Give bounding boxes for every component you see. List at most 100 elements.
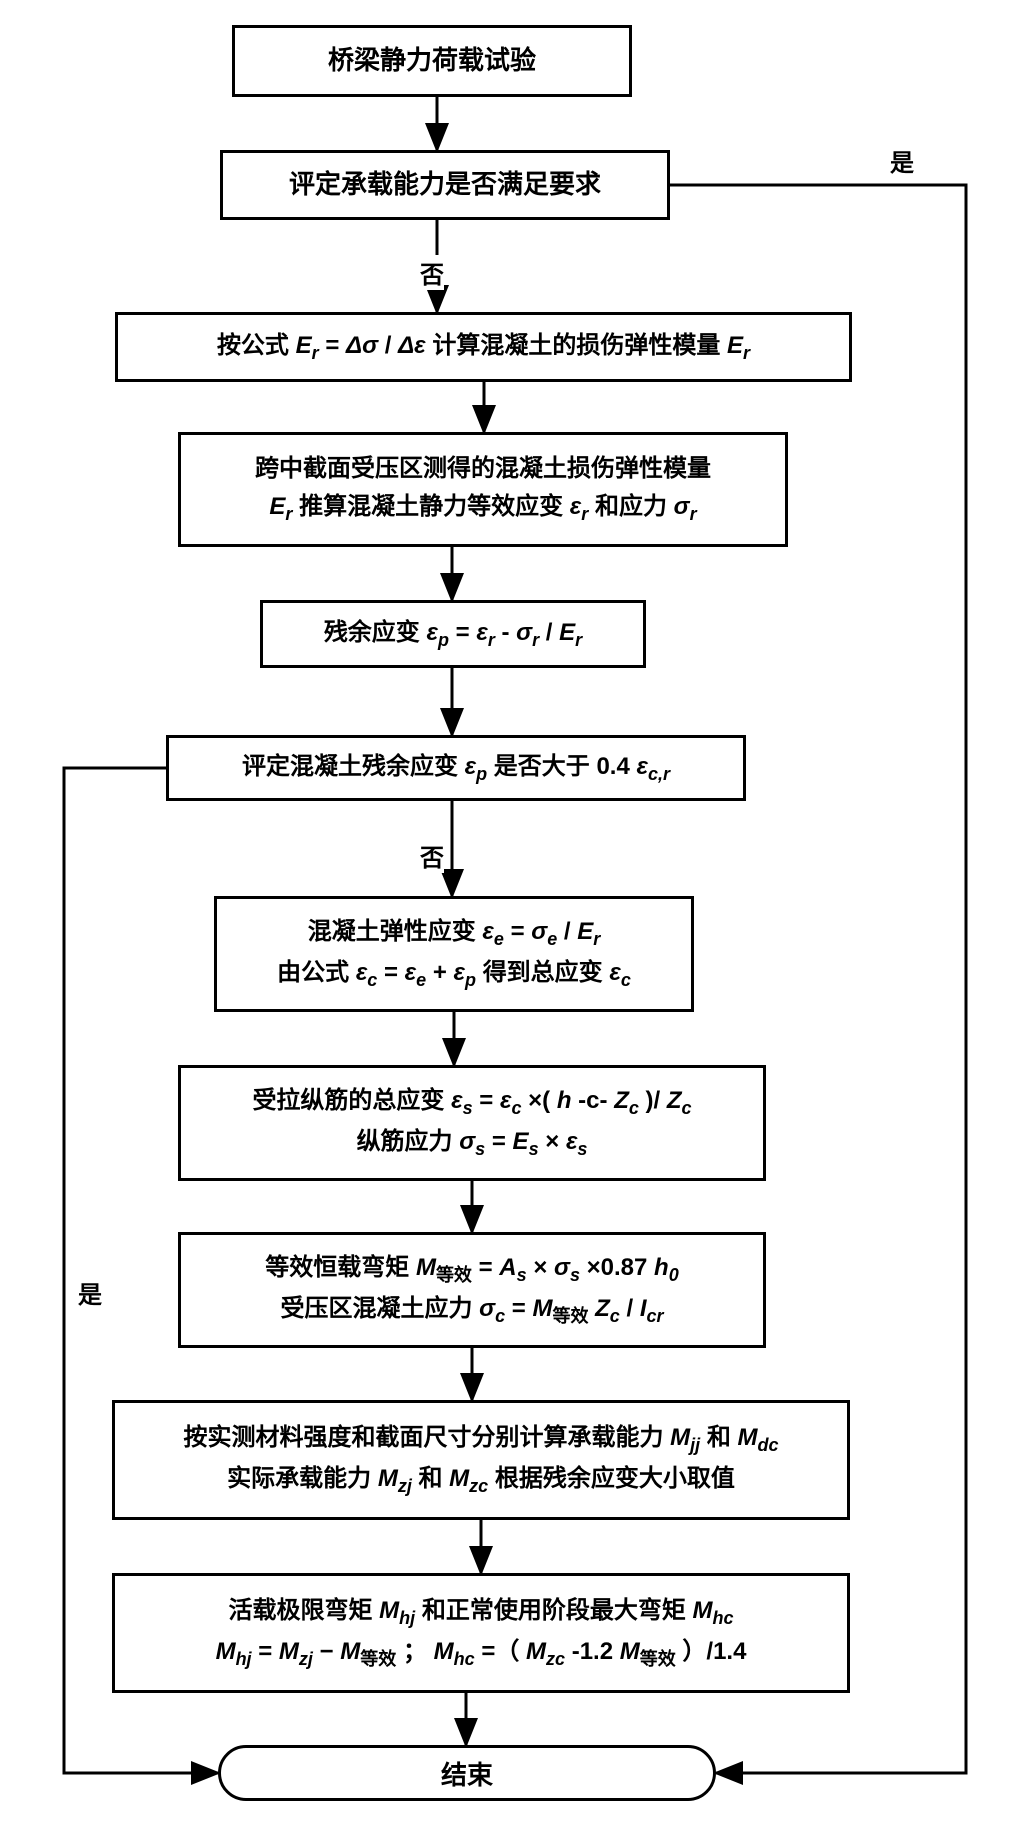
n11-Mzj: M xyxy=(279,1638,299,1665)
edge-label-no-top: 否 xyxy=(420,255,444,290)
n7-Er3-sub: r xyxy=(593,929,600,949)
n5-Er2: E xyxy=(559,619,575,646)
n7-ec: ε xyxy=(356,959,367,986)
n4-Er: E xyxy=(269,493,285,520)
n10-Mjj-sub: jj xyxy=(690,1435,700,1455)
n9-l2-text: 受压区混凝土应力 xyxy=(280,1295,472,1322)
n8-Zc: Z xyxy=(614,1087,629,1114)
n5-sr: σ xyxy=(516,619,532,646)
n7-ec2-sub: c xyxy=(621,970,631,990)
n8-close: )/ xyxy=(646,1087,667,1114)
n8-Zc-sub: c xyxy=(629,1098,639,1118)
n11-Mdx2: M xyxy=(620,1638,640,1665)
n5-div: / xyxy=(546,619,553,646)
node-calc-capacity: 按实测材料强度和截面尺寸分别计算承载能力 Mjj 和 Mdc 实际承载能力 Mz… xyxy=(112,1400,850,1520)
n10-Mzj-sub: zj xyxy=(398,1476,412,1496)
edge-label-no-mid: 否 xyxy=(420,838,444,873)
n8-ss-sub: s xyxy=(475,1139,485,1159)
n7-l1-eq: = xyxy=(511,918,525,945)
n11-Mhc-sub: hc xyxy=(713,1608,734,1628)
n6-ecr-sub: c,r xyxy=(648,764,670,784)
n5-ep: ε xyxy=(426,619,437,646)
n4-mid2: 和应力 xyxy=(595,493,667,520)
n5-eq: = xyxy=(456,619,470,646)
n9-l1-eq: = xyxy=(479,1254,493,1281)
n5-sr-sub: r xyxy=(532,630,539,650)
n8-times: ×( xyxy=(528,1087,550,1114)
n9-div: / xyxy=(626,1295,633,1322)
n9-sc-sub: c xyxy=(495,1306,505,1326)
n11-Mdx2-sub: 等效 xyxy=(640,1649,676,1669)
n9-Zc: Z xyxy=(595,1295,610,1322)
n11-Mhj2: M xyxy=(216,1638,236,1665)
n11-Mdx-sub: 等效 xyxy=(360,1649,396,1669)
node-live-load-moment: 活载极限弯矩 Mhj 和正常使用阶段最大弯矩 Mhc Mhj = Mzj − M… xyxy=(112,1573,850,1693)
n4-mid: 推算混凝土静力等效应变 xyxy=(299,493,563,520)
n6-text-a: 评定混凝土残余应变 xyxy=(242,753,458,780)
n10-l2-text-a: 实际承载能力 xyxy=(227,1465,371,1492)
n3-Er-a-sub: r xyxy=(312,343,319,363)
n9-Zc-sub: c xyxy=(610,1306,620,1326)
n9-l1-text: 等效恒载弯矩 xyxy=(265,1254,409,1281)
n3-text-a: 按公式 xyxy=(217,332,289,359)
n8-ec-sub: c xyxy=(511,1098,521,1118)
n11-Mzj-sub: zj xyxy=(299,1649,313,1669)
n6-text-b: 是否大于 0.4 xyxy=(494,753,630,780)
n9-h0: h xyxy=(654,1254,669,1281)
node-end: 结束 xyxy=(218,1745,716,1801)
n5-er: ε xyxy=(476,619,487,646)
n9-sc: σ xyxy=(479,1295,495,1322)
n3-Er-d-sub: r xyxy=(743,343,750,363)
n3-Er-d: E xyxy=(727,332,743,359)
n7-ee-sub: e xyxy=(494,929,504,949)
n11-Mzc-sub: zc xyxy=(546,1649,565,1669)
n4-epsr: ε xyxy=(570,493,581,520)
n9-ss: σ xyxy=(554,1254,570,1281)
n6-ep-sub: p xyxy=(476,764,487,784)
n8-l1-text: 受拉纵筋的总应变 xyxy=(252,1087,444,1114)
n4-sigr: σ xyxy=(674,493,690,520)
n7-plus: + xyxy=(433,959,447,986)
node-midspan-er: 跨中截面受压区测得的混凝土损伤弹性模量 Er 推算混凝土静力等效应变 εr 和应… xyxy=(178,432,788,547)
n11-eq1: = xyxy=(258,1638,272,1665)
node-elastic-strain: 混凝土弹性应变 εe = σe / Er 由公式 εc = εe + εp 得到… xyxy=(214,896,694,1012)
n9-ss-sub: s xyxy=(570,1265,580,1285)
n9-As-sub: s xyxy=(517,1265,527,1285)
node-residual-strain: 残余应变 εp = εr - σr / Er xyxy=(260,600,646,668)
n8-ec: ε xyxy=(500,1087,511,1114)
n10-Mjj: M xyxy=(670,1424,690,1451)
n7-ee: ε xyxy=(482,918,493,945)
n3-eq: = xyxy=(325,332,346,359)
n7-ec-sub: c xyxy=(367,970,377,990)
n9-M2-sub: 等效 xyxy=(552,1306,588,1326)
n11-Mhc2: M xyxy=(434,1638,454,1665)
n3-deps: Δε xyxy=(398,332,426,359)
n10-l1-text: 按实测材料强度和截面尺寸分别计算承载能力 xyxy=(183,1424,663,1451)
n10-and2: 和 xyxy=(419,1465,443,1492)
n11-Mhj: M xyxy=(379,1597,399,1624)
n9-h0-sub: 0 xyxy=(669,1265,679,1285)
n11-Mzc: M xyxy=(526,1638,546,1665)
n9-M: M xyxy=(416,1254,436,1281)
node-start: 桥梁静力荷载试验 xyxy=(232,25,632,97)
n7-l2-text-a: 由公式 xyxy=(277,959,349,986)
n3-div: / xyxy=(385,332,398,359)
n11-Mhj-sub: hj xyxy=(399,1608,415,1628)
n4-line1: 跨中截面受压区测得的混凝土损伤弹性模量 xyxy=(255,450,711,488)
n11-l1-text-a: 活载极限弯矩 xyxy=(228,1597,372,1624)
n11-sep: ； xyxy=(403,1638,434,1665)
n7-ep2: ε xyxy=(454,959,465,986)
node-decision-capacity: 评定承载能力是否满足要求 xyxy=(220,150,670,220)
n7-Er3: E xyxy=(577,918,593,945)
n9-t1: × xyxy=(533,1254,547,1281)
n7-ee2-sub: e xyxy=(416,970,426,990)
n3-Er-a: E xyxy=(296,332,312,359)
n8-es: ε xyxy=(451,1087,462,1114)
n11-l1-mid: 和正常使用阶段最大弯矩 xyxy=(422,1597,686,1624)
n11-Mhj2-sub: hj xyxy=(236,1649,252,1669)
n8-l2-times: × xyxy=(545,1128,559,1155)
n8-Zc2: Z xyxy=(667,1087,682,1114)
n5-minus: - xyxy=(502,619,510,646)
n8-l2-eq: = xyxy=(492,1128,506,1155)
n10-Mzj: M xyxy=(378,1465,398,1492)
